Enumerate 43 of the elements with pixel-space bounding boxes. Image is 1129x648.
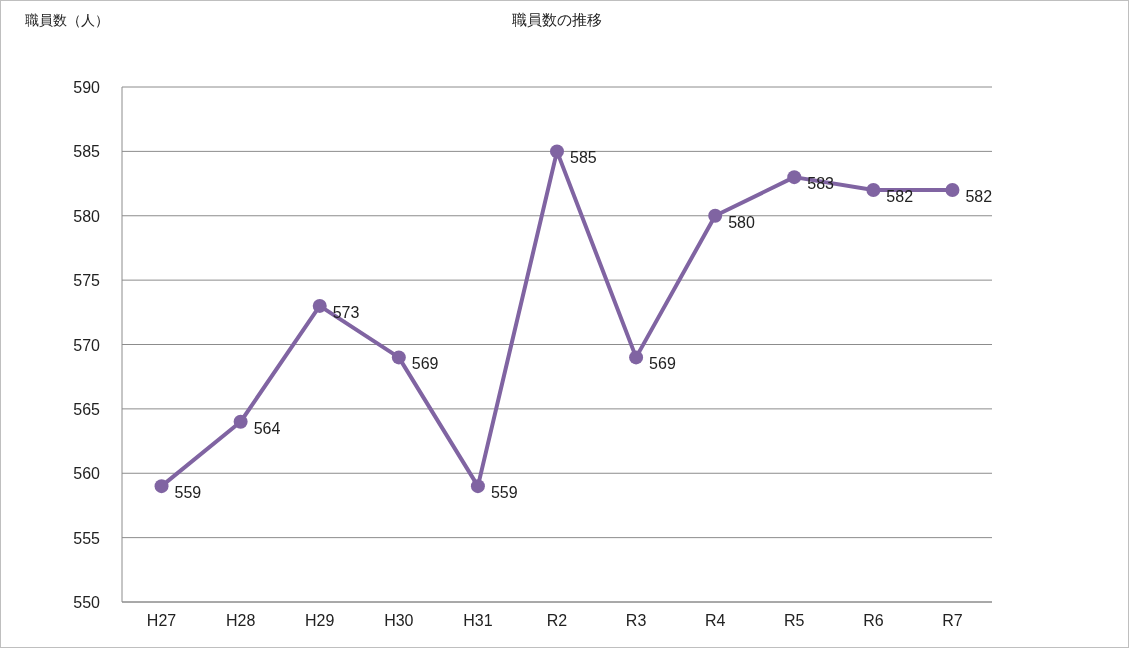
x-tick-label: H28	[225, 612, 256, 629]
x-tick-label: R2	[546, 612, 568, 629]
point	[312, 298, 327, 313]
point	[866, 183, 881, 197]
x-tick-label: R7	[942, 612, 963, 629]
point	[708, 208, 723, 223]
point	[154, 479, 169, 494]
y-tick-label: 580	[73, 207, 101, 225]
data-label: 582	[886, 188, 914, 205]
x-tick-label: R4	[704, 612, 726, 629]
point	[787, 170, 802, 185]
y-tick-label: 565	[73, 400, 101, 418]
point	[391, 350, 406, 365]
x-tick-label: R3	[625, 612, 647, 629]
data-label: 585	[570, 149, 597, 167]
point	[550, 144, 564, 159]
point	[470, 479, 485, 494]
data-label: 564	[253, 419, 281, 437]
x-tick-label: H29	[305, 612, 335, 629]
x-tick-label: R5	[784, 612, 805, 629]
x-tick-label: H27	[146, 612, 177, 629]
y-tick-label: 550	[73, 594, 101, 611]
data-label: 573	[332, 303, 360, 321]
y-axis-title: 職員数（人）	[25, 12, 109, 28]
x-tick-label: H30	[384, 612, 414, 629]
x-tick-label: R6	[863, 612, 884, 629]
data-label: 559	[490, 484, 518, 502]
data-label: 559	[174, 484, 202, 502]
point	[233, 414, 248, 429]
chart-title: 職員数の推移	[512, 11, 602, 28]
y-tick-label: 555	[73, 529, 101, 547]
data-label: 569	[649, 355, 676, 373]
y-tick-label: 590	[73, 79, 101, 96]
data-label: 582	[965, 188, 993, 205]
y-tick-label: 585	[73, 143, 101, 161]
x-tick-label: H31	[463, 612, 493, 629]
point	[629, 350, 644, 365]
y-tick-label: 570	[73, 336, 101, 354]
point	[945, 183, 960, 197]
y-tick-label: 560	[73, 465, 101, 483]
y-tick-label: 575	[73, 272, 101, 290]
data-label: 569	[411, 355, 439, 373]
data-label: 580	[728, 213, 755, 231]
